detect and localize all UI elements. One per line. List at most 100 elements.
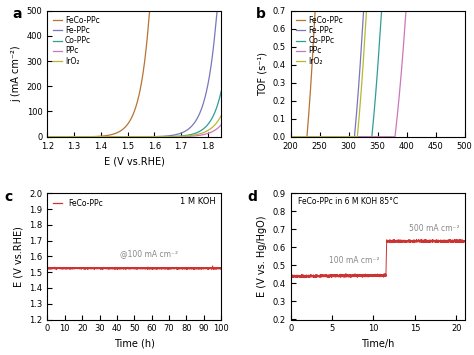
FeCo-PPc xyxy=(462,9,467,13)
IrO₂ xyxy=(196,132,202,136)
FeCo-PPc xyxy=(288,135,293,139)
Fe-PPc xyxy=(462,9,467,13)
Text: @100 mA cm⁻²: @100 mA cm⁻² xyxy=(120,250,179,258)
Co-PPc xyxy=(215,102,220,106)
Y-axis label: TOF (s⁻¹): TOF (s⁻¹) xyxy=(257,52,267,96)
FeCo-PPc xyxy=(362,9,368,13)
Legend: FeCo-PPc, Fe-PPc, Co-PPc, PPc, IrO₂: FeCo-PPc, Fe-PPc, Co-PPc, PPc, IrO₂ xyxy=(51,15,101,67)
Co-PPc xyxy=(111,135,117,139)
Fe-PPc xyxy=(118,135,124,139)
Fe-PPc xyxy=(439,9,445,13)
X-axis label: Time (h): Time (h) xyxy=(114,339,155,349)
Co-PPc xyxy=(379,9,384,13)
Co-PPc xyxy=(45,135,50,139)
Legend: FeCo-PPc: FeCo-PPc xyxy=(51,197,104,209)
Co-PPc xyxy=(458,9,464,13)
PPc xyxy=(362,135,368,139)
PPc xyxy=(196,133,202,137)
IrO₂ xyxy=(362,34,368,38)
Line: IrO₂: IrO₂ xyxy=(291,11,465,137)
PPc xyxy=(75,135,81,139)
Fe-PPc xyxy=(64,135,70,139)
Line: FeCo-PPc: FeCo-PPc xyxy=(47,11,221,137)
Fe-PPc xyxy=(196,113,202,117)
FeCo-PPc xyxy=(458,9,464,13)
IrO₂ xyxy=(219,114,224,118)
PPc xyxy=(439,9,445,13)
FeCo-PPc xyxy=(75,135,81,139)
Co-PPc xyxy=(355,135,360,139)
Text: d: d xyxy=(247,190,257,204)
Fe-PPc xyxy=(45,135,50,139)
Line: Co-PPc: Co-PPc xyxy=(291,11,465,137)
Co-PPc xyxy=(75,135,81,139)
Co-PPc xyxy=(439,9,445,13)
X-axis label: Time/h: Time/h xyxy=(361,339,394,349)
Fe-PPc xyxy=(75,135,81,139)
IrO₂ xyxy=(215,119,220,124)
PPc xyxy=(308,135,313,139)
Fe-PPc xyxy=(214,9,220,13)
Co-PPc xyxy=(64,135,70,139)
Text: c: c xyxy=(4,190,12,204)
IrO₂ xyxy=(288,135,293,139)
Line: Co-PPc: Co-PPc xyxy=(47,91,221,137)
FeCo-PPc xyxy=(318,9,324,13)
FeCo-PPc xyxy=(355,9,360,13)
IrO₂ xyxy=(462,9,467,13)
PPc xyxy=(288,135,293,139)
Co-PPc xyxy=(318,135,324,139)
IrO₂ xyxy=(439,9,445,13)
Line: IrO₂: IrO₂ xyxy=(47,116,221,137)
FeCo-PPc xyxy=(147,9,153,13)
PPc xyxy=(458,9,464,13)
FeCo-PPc xyxy=(196,9,202,13)
PPc xyxy=(118,135,124,139)
Text: a: a xyxy=(13,7,22,21)
Co-PPc xyxy=(118,135,124,139)
Fe-PPc xyxy=(362,9,368,13)
Fe-PPc xyxy=(308,135,313,139)
PPc xyxy=(111,135,117,139)
Line: FeCo-PPc: FeCo-PPc xyxy=(291,11,465,137)
PPc xyxy=(355,135,360,139)
FeCo-PPc xyxy=(219,9,224,13)
PPc xyxy=(462,9,467,13)
PPc xyxy=(318,135,324,139)
Line: PPc: PPc xyxy=(47,125,221,137)
Co-PPc xyxy=(462,9,467,13)
Legend: FeCo-PPc, Fe-PPc, Co-PPc, PPc, IrO₂: FeCo-PPc, Fe-PPc, Co-PPc, PPc, IrO₂ xyxy=(294,15,345,67)
IrO₂ xyxy=(75,135,81,139)
FeCo-PPc xyxy=(45,135,50,139)
Y-axis label: E (V vs.RHE): E (V vs.RHE) xyxy=(14,226,24,287)
FeCo-PPc xyxy=(111,132,117,136)
PPc xyxy=(64,135,70,139)
Text: FeCo-PPc in 6 M KOH 85°C: FeCo-PPc in 6 M KOH 85°C xyxy=(298,197,398,206)
FeCo-PPc xyxy=(118,128,124,132)
PPc xyxy=(219,123,224,127)
IrO₂ xyxy=(308,135,313,139)
FeCo-PPc xyxy=(64,135,70,139)
Text: b: b xyxy=(256,7,266,21)
FeCo-PPc xyxy=(439,9,445,13)
PPc xyxy=(403,9,409,13)
Y-axis label: E (V vs. Hg/HgO): E (V vs. Hg/HgO) xyxy=(257,216,267,297)
Text: 1 M KOH: 1 M KOH xyxy=(180,197,216,206)
IrO₂ xyxy=(45,135,50,139)
Fe-PPc xyxy=(111,135,117,139)
Text: 500 mA cm⁻²: 500 mA cm⁻² xyxy=(409,224,459,233)
IrO₂ xyxy=(111,135,117,139)
Fe-PPc xyxy=(458,9,464,13)
IrO₂ xyxy=(64,135,70,139)
IrO₂ xyxy=(458,9,464,13)
IrO₂ xyxy=(355,134,360,138)
Co-PPc xyxy=(362,135,368,139)
FeCo-PPc xyxy=(312,9,318,13)
Fe-PPc xyxy=(355,101,360,105)
Fe-PPc xyxy=(318,135,324,139)
Line: PPc: PPc xyxy=(291,11,465,137)
Fe-PPc xyxy=(288,135,293,139)
Fe-PPc xyxy=(219,9,224,13)
Text: 100 mA cm⁻²: 100 mA cm⁻² xyxy=(329,256,380,265)
Y-axis label: j (mA cm⁻²): j (mA cm⁻²) xyxy=(11,45,21,102)
